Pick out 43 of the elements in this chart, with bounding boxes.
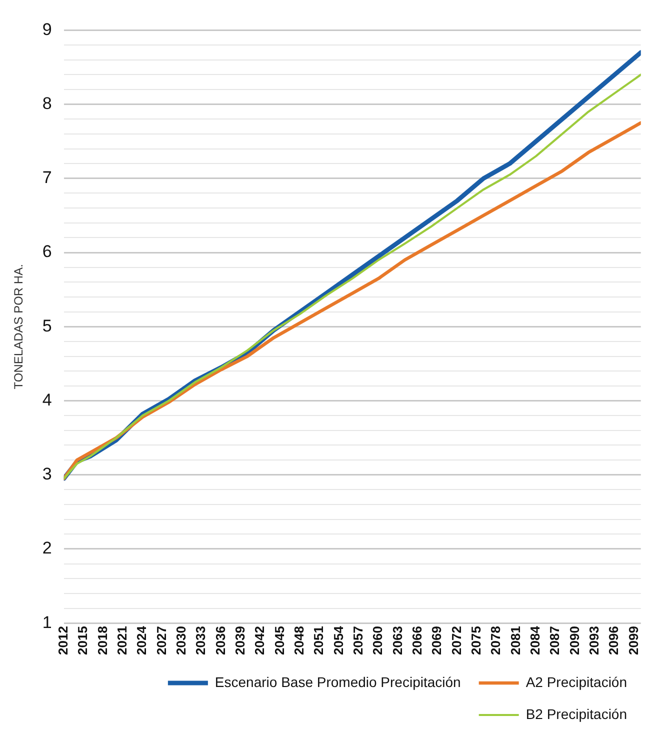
x-tick-label: 2021 [114, 626, 130, 655]
x-tick-label: 2012 [55, 626, 70, 655]
x-tick-label: 2054 [330, 625, 346, 655]
x-tick-label: 2090 [566, 626, 582, 655]
x-tick-label: 2048 [291, 626, 306, 655]
x-tick-label: 2027 [154, 626, 169, 655]
x-tick-label: 2081 [508, 626, 523, 655]
x-tick-label: 2063 [390, 626, 405, 655]
legend-label: B2 Precipitación [526, 706, 628, 722]
x-tick-label: 2033 [193, 626, 208, 655]
x-tick-label: 2030 [173, 626, 188, 655]
x-tick-label: 2078 [488, 626, 504, 655]
y-tick-label: 1 [42, 612, 52, 632]
y-tick-label: 5 [42, 316, 52, 336]
x-tick-label: 2099 [626, 626, 641, 655]
y-tick-label: 7 [42, 168, 52, 188]
y-tick-label: 8 [42, 94, 52, 113]
x-tick-label: 2015 [75, 626, 90, 655]
x-tick-label: 2051 [311, 626, 326, 655]
x-tick-label: 2036 [212, 626, 228, 655]
x-tick-label: 2069 [429, 626, 444, 655]
x-tick-label: 2093 [586, 626, 602, 655]
x-tick-label: 2057 [350, 626, 366, 655]
x-tick-label: 2042 [252, 626, 268, 655]
x-tick-label: 2084 [528, 625, 543, 655]
legend-label: A2 Precipitación [526, 674, 628, 690]
x-tick-label: 2075 [468, 626, 484, 655]
y-axis-title: TONELADAS POR HA. [12, 264, 26, 390]
x-tick-label: 2024 [134, 625, 150, 655]
x-tick-label: 2066 [410, 626, 425, 655]
x-tick-label: 2096 [606, 626, 622, 655]
y-tick-label: 2 [42, 538, 52, 558]
x-tick-label: 2045 [272, 626, 287, 655]
x-tick-label: 2072 [448, 626, 464, 655]
y-tick-label: 6 [42, 242, 52, 262]
x-tick-label: 2087 [547, 626, 562, 655]
x-tick-label: 2018 [94, 626, 110, 655]
x-tick-label: 2060 [370, 626, 386, 655]
y-tick-label: 3 [42, 464, 52, 484]
legend-label: Escenario Base Promedio Precipitación [214, 674, 461, 690]
y-tick-label: 4 [42, 390, 52, 410]
x-tick-label: 2039 [232, 626, 248, 655]
y-tick-label: 9 [42, 20, 52, 39]
